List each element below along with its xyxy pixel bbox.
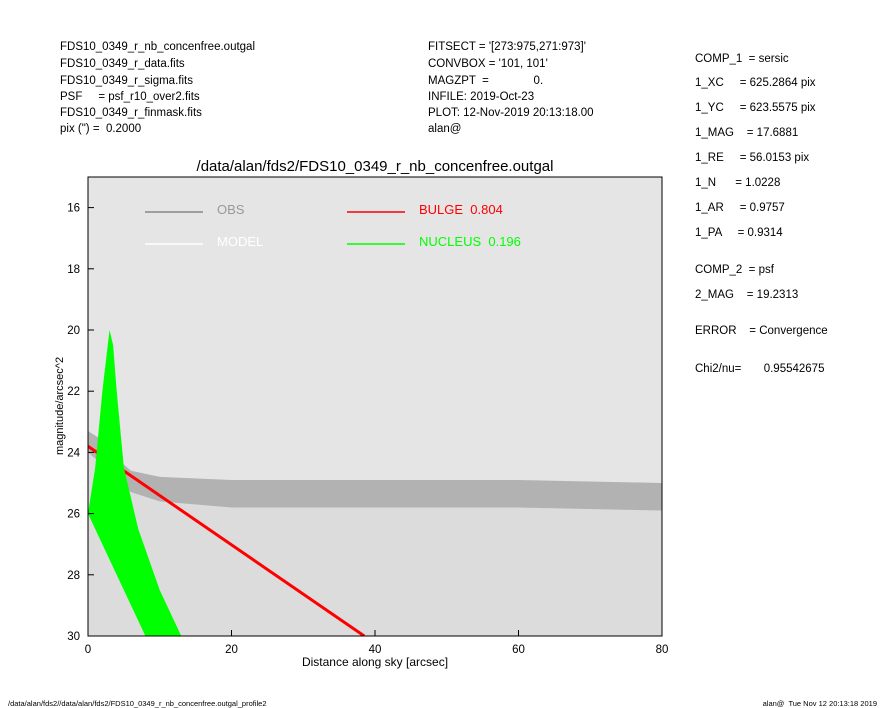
fit-parameter: 1_AR = 0.9757 — [695, 202, 785, 214]
header-mid-line: alan@ — [428, 123, 461, 135]
x-tick-label: 80 — [656, 644, 669, 656]
header-left-line: FDS10_0349_r_nb_concenfree.outgal — [60, 41, 255, 53]
y-tick-label: 16 — [67, 203, 80, 215]
chart-title: /data/alan/fds2/FDS10_0349_r_nb_concenfr… — [197, 158, 554, 175]
fit-parameter: 1_MAG = 17.6881 — [695, 127, 798, 139]
scatter-cloud — [88, 452, 662, 636]
legend-label: MODEL — [217, 234, 263, 249]
y-tick-label: 28 — [67, 570, 80, 582]
header-mid-line: PLOT: 12-Nov-2019 20:13:18.00 — [428, 107, 594, 119]
header-mid-line: INFILE: 2019-Oct-23 — [428, 91, 534, 103]
profile-line — [88, 445, 366, 636]
y-tick-label: 18 — [67, 264, 80, 276]
legend-label: NUCLEUS 0.196 — [419, 234, 521, 249]
legend-label: OBS — [217, 202, 245, 217]
header-left-line: PSF = psf_r10_over2.fits — [60, 91, 200, 103]
x-axis-label: Distance along sky [arcsec] — [302, 655, 448, 669]
header-mid-line: MAGZPT = 0. — [428, 75, 543, 87]
y-tick-label: 20 — [67, 325, 80, 337]
legend-label: BULGE 0.804 — [419, 202, 503, 217]
y-axis-label: magnitude/arcsec^2 — [54, 357, 66, 455]
fit-parameter: ERROR = Convergence — [695, 325, 828, 337]
y-tick-label: 26 — [67, 509, 80, 521]
fit-parameter: 1_XC = 625.2864 pix — [695, 77, 816, 89]
fit-parameter: 1_YC = 623.5575 pix — [695, 102, 816, 114]
x-tick-label: 40 — [369, 644, 382, 656]
fit-parameter: COMP_2 = psf — [695, 264, 775, 276]
profile-band — [88, 330, 182, 636]
header-left-line: FDS10_0349_r_finmask.fits — [60, 107, 202, 119]
fit-parameter: 1_PA = 0.9314 — [695, 227, 783, 239]
x-tick-label: 60 — [512, 644, 525, 656]
fit-parameter: Chi2/nu= 0.95542675 — [695, 363, 824, 375]
header-left-line: pix (") = 0.2000 — [60, 123, 141, 135]
x-tick-label: 0 — [85, 644, 91, 656]
footer-left: /data/alan/fds2//data/alan/fds2/FDS10_03… — [8, 699, 267, 708]
x-tick-label: 20 — [225, 644, 238, 656]
header-mid-line: FITSECT = '[273:975,271:973]' — [428, 41, 586, 53]
y-tick-label: 24 — [67, 447, 80, 459]
fit-parameter: 1_N = 1.0228 — [695, 177, 780, 189]
header-left-line: FDS10_0349_r_sigma.fits — [60, 75, 193, 87]
fit-parameter: 1_RE = 56.0153 pix — [695, 152, 809, 164]
y-tick-label: 22 — [67, 386, 80, 398]
y-tick-label: 30 — [67, 631, 80, 643]
header-mid-line: CONVBOX = '101, 101' — [428, 58, 548, 70]
footer-right: alan@ Tue Nov 12 20:13:18 2019 — [763, 699, 877, 708]
fit-parameter: 2_MAG = 19.2313 — [695, 289, 798, 301]
fit-parameter: COMP_1 = sersic — [695, 53, 789, 65]
header-left-line: FDS10_0349_r_data.fits — [60, 58, 185, 70]
